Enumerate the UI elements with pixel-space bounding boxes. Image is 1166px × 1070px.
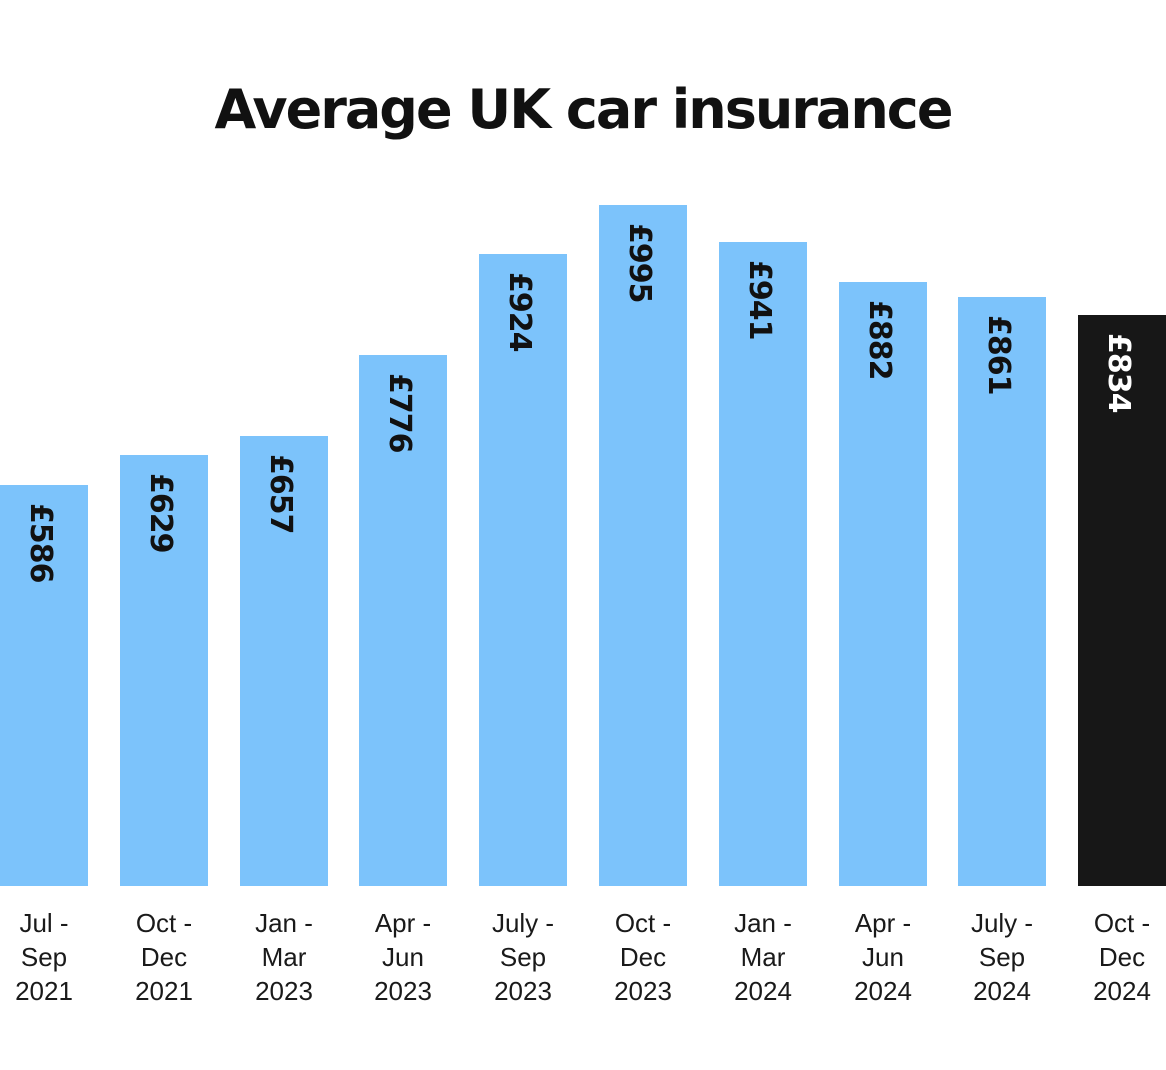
bar-value-label: £586 [23, 503, 58, 583]
bar: £834 [1078, 315, 1166, 886]
chart-title: Average UK car insurance [214, 78, 954, 141]
bar: £657 [240, 436, 328, 886]
x-axis-label: Apr - Jun 2024 [854, 908, 912, 1006]
x-axis-label: Oct - Dec 2021 [135, 908, 193, 1006]
bar-value-label: £657 [263, 454, 298, 534]
bar: £882 [839, 282, 927, 886]
bar-value-label: £776 [382, 373, 417, 453]
x-axis-label: July - Sep 2023 [491, 908, 555, 1006]
bar: £629 [120, 455, 208, 886]
bar: £924 [479, 254, 567, 886]
bar-value-label: £629 [143, 473, 178, 553]
x-axis-label: Oct - Dec 2024 [1093, 908, 1151, 1006]
bar-value-label: £834 [1101, 333, 1136, 413]
bar: £941 [719, 242, 807, 886]
bar-value-label: £941 [742, 260, 777, 340]
bar-value-label: £882 [862, 300, 897, 380]
x-axis-label: Oct - Dec 2023 [614, 908, 672, 1006]
bar-value-label: £995 [622, 223, 657, 303]
bar-value-label: £861 [981, 315, 1016, 395]
bar-value-label: £924 [502, 272, 537, 352]
x-axis-label: Apr - Jun 2023 [374, 908, 432, 1006]
x-axis-label: Jan - Mar 2024 [734, 908, 792, 1006]
bar: £995 [599, 205, 687, 886]
x-axis-label: Jan - Mar 2023 [255, 908, 313, 1006]
bar: £776 [359, 355, 447, 886]
bar: £861 [958, 297, 1046, 886]
x-axis-label: July - Sep 2024 [970, 908, 1034, 1006]
x-axis-label: Jul - Sep 2021 [15, 908, 73, 1006]
bar: £586 [0, 485, 88, 886]
